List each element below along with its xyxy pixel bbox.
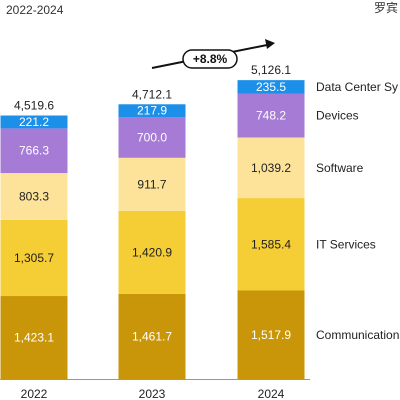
growth-pill bbox=[182, 49, 238, 69]
bar-segment-2023-1 bbox=[118, 210, 186, 294]
segment-label-2024-0: 1,517.9 bbox=[251, 328, 291, 342]
legend-label-3: Devices bbox=[316, 109, 359, 123]
growth-annotation: +8.8% bbox=[151, 39, 275, 69]
total-label-2022: 4,519.6 bbox=[14, 99, 54, 113]
bar-segment-2024-0 bbox=[237, 290, 305, 379]
segment-label-2023-2: 911.7 bbox=[137, 177, 166, 191]
chart-subtitle: 2022-2024 bbox=[6, 3, 64, 17]
bar-segment-2023-3 bbox=[118, 116, 186, 158]
total-label-2023: 4,712.1 bbox=[132, 87, 172, 101]
bar-segment-2024-4 bbox=[237, 80, 305, 94]
growth-arrow-head bbox=[265, 39, 275, 49]
bar-segment-2022-3 bbox=[0, 128, 68, 174]
segment-label-2023-1: 1,420.9 bbox=[132, 245, 172, 259]
segment-label-2023-0: 1,461.7 bbox=[132, 329, 172, 343]
legend-layer: Communications IT Services Software Devices… bbox=[316, 80, 400, 342]
bar-segment-2023-2 bbox=[118, 157, 186, 211]
legend-label-1: IT Services bbox=[316, 237, 376, 251]
segment-label-2023-4: 217.9 bbox=[137, 104, 167, 118]
x-tick-label-2023: 2023 bbox=[139, 387, 166, 400]
segment-label-2024-3: 748.2 bbox=[256, 109, 286, 123]
bar-segment-2024-3 bbox=[237, 93, 305, 138]
x-axis: 2022 2023 2024 bbox=[0, 379, 310, 400]
bar-segment-2022-0 bbox=[0, 296, 68, 379]
growth-label: +8.8% bbox=[193, 52, 228, 66]
x-tick-label-2024: 2024 bbox=[258, 387, 285, 400]
segment-label-2022-1: 1,305.7 bbox=[14, 251, 54, 265]
total-label-2024: 5,126.1 bbox=[251, 63, 291, 77]
bar-segment-2023-4 bbox=[118, 104, 186, 117]
bar-segment-2022-1 bbox=[0, 219, 68, 297]
segment-label-2024-4: 235.5 bbox=[256, 80, 286, 94]
legend-label-4: Data Center Sy bbox=[316, 80, 398, 94]
bar-segment-2024-2 bbox=[237, 137, 305, 199]
segment-label-2022-0: 1,423.1 bbox=[14, 331, 54, 345]
bar-segment-2022-2 bbox=[0, 173, 68, 220]
bar-segment-2022-4 bbox=[0, 115, 68, 129]
legend-label-2: Software bbox=[316, 161, 364, 175]
segment-label-2024-1: 1,585.4 bbox=[251, 237, 291, 251]
segment-label-2024-2: 1,039.2 bbox=[251, 161, 291, 175]
bar-segment-2023-0 bbox=[118, 293, 186, 379]
segment-label-2023-3: 700.0 bbox=[137, 130, 167, 144]
bars-layer bbox=[0, 80, 305, 379]
x-tick-label-2022: 2022 bbox=[21, 387, 48, 400]
segment-label-2022-2: 803.3 bbox=[19, 189, 49, 203]
watermark-text: 罗宾 bbox=[374, 0, 398, 15]
segment-label-2022-3: 766.3 bbox=[19, 144, 49, 158]
legend-label-0: Communications bbox=[316, 328, 400, 342]
segment-label-2022-4: 221.2 bbox=[19, 115, 49, 129]
bar-segment-2024-1 bbox=[237, 198, 305, 291]
labels-layer: 1,423.1 1,305.7 803.3 766.3 221.2 4,519.6 1,46… bbox=[14, 63, 291, 344]
